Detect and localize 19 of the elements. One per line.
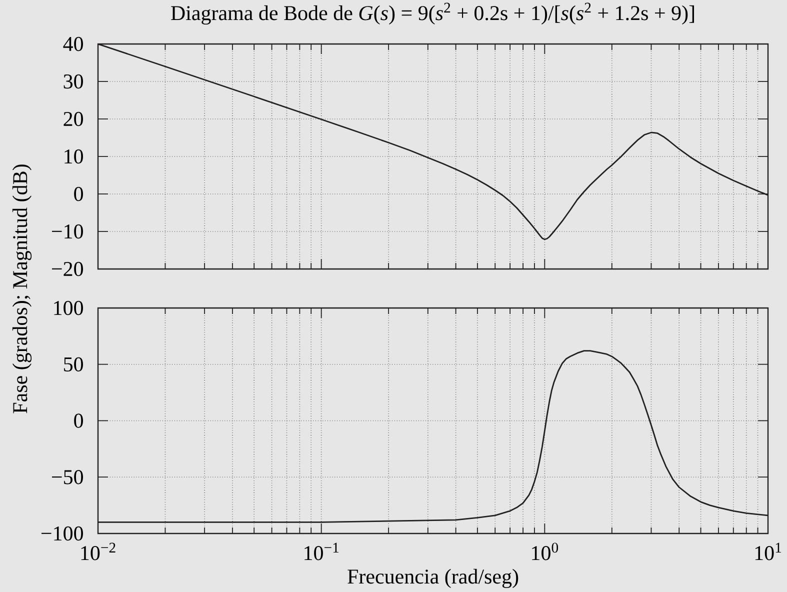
y-tick-label: −20 (52, 262, 84, 276)
x-tick-label: 10$^{−1}$ (304, 542, 339, 560)
x-tick-label: 10$^{0}$ (532, 542, 558, 560)
y-tick-label: −50 (52, 470, 84, 484)
y-tick-label: 0 (74, 186, 84, 202)
y-tick-label: 20 (64, 112, 84, 126)
y-tick-label: −10 (52, 224, 84, 239)
y-tick-label: 40 (63, 36, 84, 52)
chart-title: Diagrama de Bode de G(s) = 9(s$^{2}$ + 0.2s + 1)/[s(s$^{2}$ + 1.2s + 9)] (171, 2, 694, 25)
y-tick-label: 30 (64, 74, 84, 89)
x-axis-title: Frecuencia (rad/seg) (348, 568, 518, 588)
y-tick-label: 50 (64, 357, 84, 372)
y-axis-title: Fase (grados); Magnitud (dB) (12, 164, 32, 414)
y-tick-label: 100 (54, 300, 84, 316)
y-tick-label: 0 (74, 414, 84, 428)
y-tick-label: 10 (64, 149, 84, 164)
y-tick-label: −100 (42, 526, 84, 541)
x-tick-label: 10$^{1}$ (755, 542, 782, 560)
x-tick-label: 10$^{−2}$ (81, 542, 116, 560)
